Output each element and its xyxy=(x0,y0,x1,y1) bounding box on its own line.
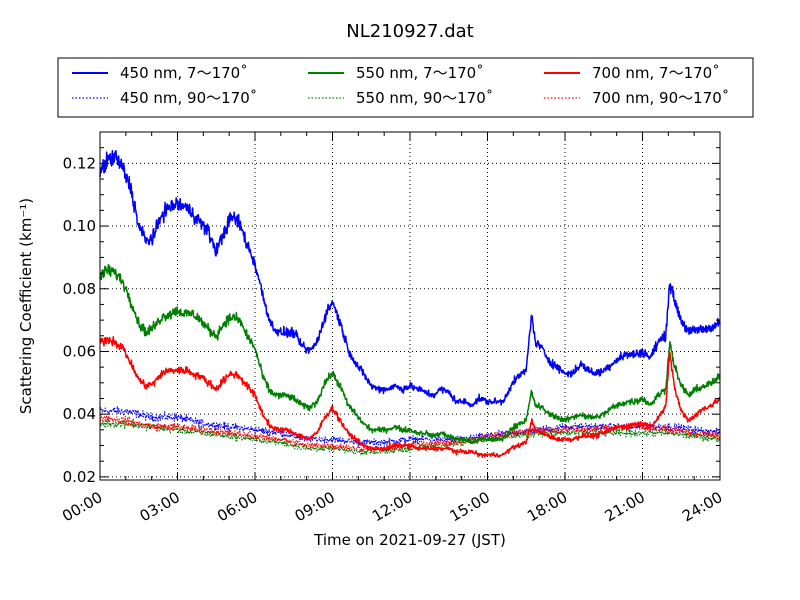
chart-title: NL210927.dat xyxy=(346,21,473,42)
series-line-550nm-7-170 xyxy=(99,263,721,445)
x-tick-label: 06:00 xyxy=(214,488,260,525)
y-tick-label: 0.04 xyxy=(63,405,96,423)
legend-label: 550 nm, 7～170˚ xyxy=(356,64,484,82)
plot-area xyxy=(99,131,721,481)
x-tick-label: 18:00 xyxy=(524,488,570,525)
y-tick-label: 0.02 xyxy=(63,468,96,486)
x-tick-labels: 00:00 03:00 06:00 09:00 12:00 15:00 18:00 21:00… xyxy=(59,488,725,525)
plot-frame xyxy=(99,131,721,481)
legend-label: 450 nm, 90～170˚ xyxy=(120,89,257,107)
y-tick-label: 0.08 xyxy=(63,280,96,298)
x-tick-label: 00:00 xyxy=(59,488,105,525)
y-tick-label: 0.06 xyxy=(63,342,96,360)
x-tick-label: 21:00 xyxy=(602,488,648,525)
legend-frame xyxy=(57,57,754,118)
y-axis-label: Scattering Coefficient (km⁻¹) xyxy=(17,198,35,414)
x-axis-label: Time on 2021-09-27 (JST) xyxy=(313,531,506,549)
x-tick-label: 15:00 xyxy=(447,488,493,525)
x-tick-label: 24:00 xyxy=(679,488,725,525)
legend-label: 550 nm, 90～170˚ xyxy=(356,89,493,107)
x-tick-label: 09:00 xyxy=(292,488,338,525)
legend: 450 nm, 7～170˚ 550 nm, 7～170˚ 700 nm, 7～17… xyxy=(57,57,754,118)
legend-label: 700 nm, 7～170˚ xyxy=(592,64,720,82)
y-tick-label: 0.12 xyxy=(63,154,96,172)
legend-label: 700 nm, 90～170˚ xyxy=(592,89,729,107)
y-tick-label: 0.10 xyxy=(63,217,96,235)
series-layer xyxy=(99,150,721,458)
series-line-700nm-7-170 xyxy=(99,336,721,458)
y-tick-labels: 0.02 0.04 0.06 0.08 0.10 0.12 xyxy=(63,154,96,486)
series-line-450nm-90-170 xyxy=(99,405,721,447)
legend-items: 450 nm, 7～170˚ 550 nm, 7～170˚ 700 nm, 7～17… xyxy=(72,64,729,107)
series-line-450nm-7-170 xyxy=(99,150,721,408)
x-tick-label: 03:00 xyxy=(137,488,183,525)
legend-label: 450 nm, 7～170˚ xyxy=(120,64,248,82)
x-tick-label: 12:00 xyxy=(369,488,415,525)
